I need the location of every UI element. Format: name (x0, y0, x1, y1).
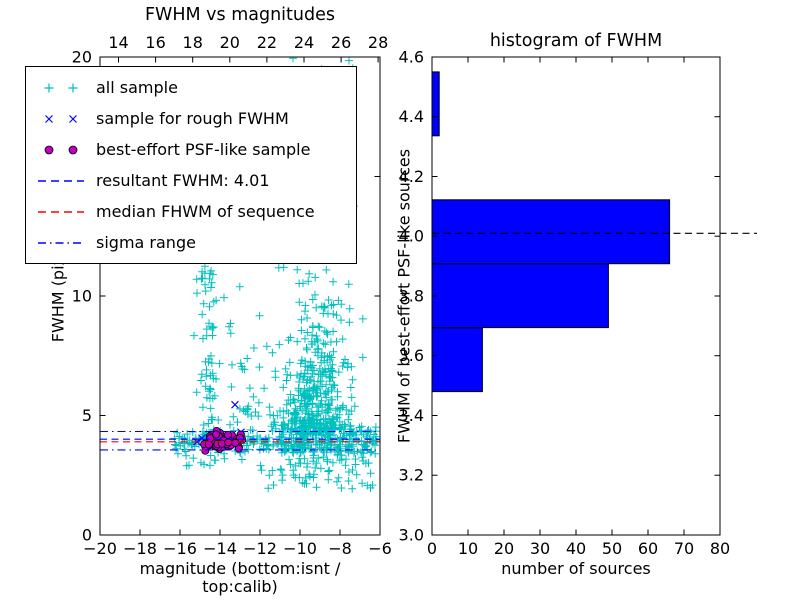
top-x-tick-label: 24 (294, 33, 314, 52)
y-tick-label: 4.6 (399, 48, 424, 67)
right-ylabel: FWHM of best-effort PSF-like sources (394, 148, 414, 444)
left-xlabel: magnitude (bottom:isnt / top:calib) (139, 559, 341, 596)
left-plot-data (100, 56, 381, 493)
psf-sample-point (201, 446, 210, 455)
histogram-bar (431, 199, 671, 265)
x-tick-label: −16 (163, 539, 197, 558)
legend-label: best-effort PSF-like sample (96, 140, 311, 159)
legend-item-psf-sample: best-effort PSF-like sample (36, 134, 350, 165)
legend-item-median-fwhm: median FHWM of sequence (36, 196, 350, 227)
x-tick-label: −6 (368, 539, 392, 558)
y-tick-label: 3.0 (399, 526, 424, 545)
psf-sample-scatter (200, 426, 247, 455)
x-tick-label: 70 (674, 539, 694, 558)
x-tick-label: 60 (638, 539, 658, 558)
right-axes-tick-labels: 0 10 20 30 40 50 60 70 80 3.0 3.2 3.4 3.6 3.8 4.0 4.2 4.… (399, 48, 731, 559)
top-x-tick-label: 20 (220, 33, 240, 52)
x-tick-label: 10 (458, 539, 478, 558)
right-axes-ticks (431, 56, 721, 536)
left-axes-ticks (99, 56, 381, 536)
top-x-tick-label: 16 (145, 33, 165, 52)
x-tick-label: −14 (203, 539, 237, 558)
legend-item-rough-fwhm: sample for rough FWHM (36, 103, 350, 134)
x-tick-label: 80 (710, 539, 730, 558)
x-tick-label: −20 (83, 539, 117, 558)
y-tick-label: 4.4 (399, 107, 424, 126)
y-tick-label: 4.2 (399, 167, 424, 186)
top-x-tick-label: 28 (368, 33, 388, 52)
x-tick-label: 20 (494, 539, 514, 558)
left-chart-title: FWHM vs magnitudes (144, 5, 335, 25)
right-chart-title: histogram of FWHM (489, 31, 663, 51)
histogram-bar (431, 263, 609, 329)
median-fwhm-line-icon (38, 210, 84, 213)
histogram-bar (431, 327, 483, 393)
x-tick-label: 50 (602, 539, 622, 558)
legend: all sample sample for rough FWHM best-ef… (25, 66, 357, 264)
y-tick-label: 4.0 (399, 227, 424, 246)
top-x-tick-label: 26 (331, 33, 351, 52)
x-tick-label: −8 (328, 539, 352, 558)
right-plot-data (431, 71, 671, 393)
x-tick-label: 40 (566, 539, 586, 558)
x-tick-label: −12 (243, 539, 277, 558)
y-tick-label: 10 (72, 287, 92, 306)
x-tick-label: 0 (427, 539, 437, 558)
legend-label: median FHWM of sequence (96, 202, 315, 221)
top-x-tick-label: 14 (108, 33, 128, 52)
y-tick-label: 3.8 (399, 287, 424, 306)
legend-label: sample for rough FWHM (96, 109, 289, 128)
legend-item-sigma-range: sigma range (36, 227, 350, 258)
y-tick-label: 3.2 (399, 466, 424, 485)
right-xlabel: number of sources (501, 559, 651, 578)
top-x-tick-label: 22 (257, 33, 277, 52)
y-tick-label: 3.6 (399, 346, 424, 365)
y-tick-label: 5 (82, 406, 92, 425)
legend-item-all-sample: all sample (36, 72, 350, 103)
legend-item-resultant-fwhm: resultant FWHM: 4.01 (36, 165, 350, 196)
psf-sample-point (212, 430, 221, 439)
x-tick-label: 30 (530, 539, 550, 558)
x-tick-label: −18 (123, 539, 157, 558)
y-tick-label: 3.4 (399, 406, 424, 425)
top-x-tick-label: 18 (183, 33, 203, 52)
x-tick-label: −10 (283, 539, 317, 558)
y-tick-label: 20 (72, 48, 92, 67)
histogram-bar (431, 71, 440, 137)
psf-sample-point (231, 438, 240, 447)
resultant-fwhm-line-icon (38, 179, 84, 182)
legend-label: all sample (96, 78, 178, 97)
left-axes-tick-labels: −20 −18 −16 −14 −12 −10 −8 −6 14 16 18 20 22 24 26 28 0 5… (72, 33, 392, 558)
rough-fwhm-marker-icon (45, 114, 77, 123)
legend-label: resultant FWHM: 4.01 (96, 171, 270, 190)
psf-sample-marker-icon (44, 145, 78, 154)
legend-label: sigma range (96, 233, 196, 252)
y-tick-label: 0 (82, 526, 92, 545)
all-sample-marker-icon (44, 83, 78, 92)
sigma-range-line-icon (38, 241, 84, 244)
